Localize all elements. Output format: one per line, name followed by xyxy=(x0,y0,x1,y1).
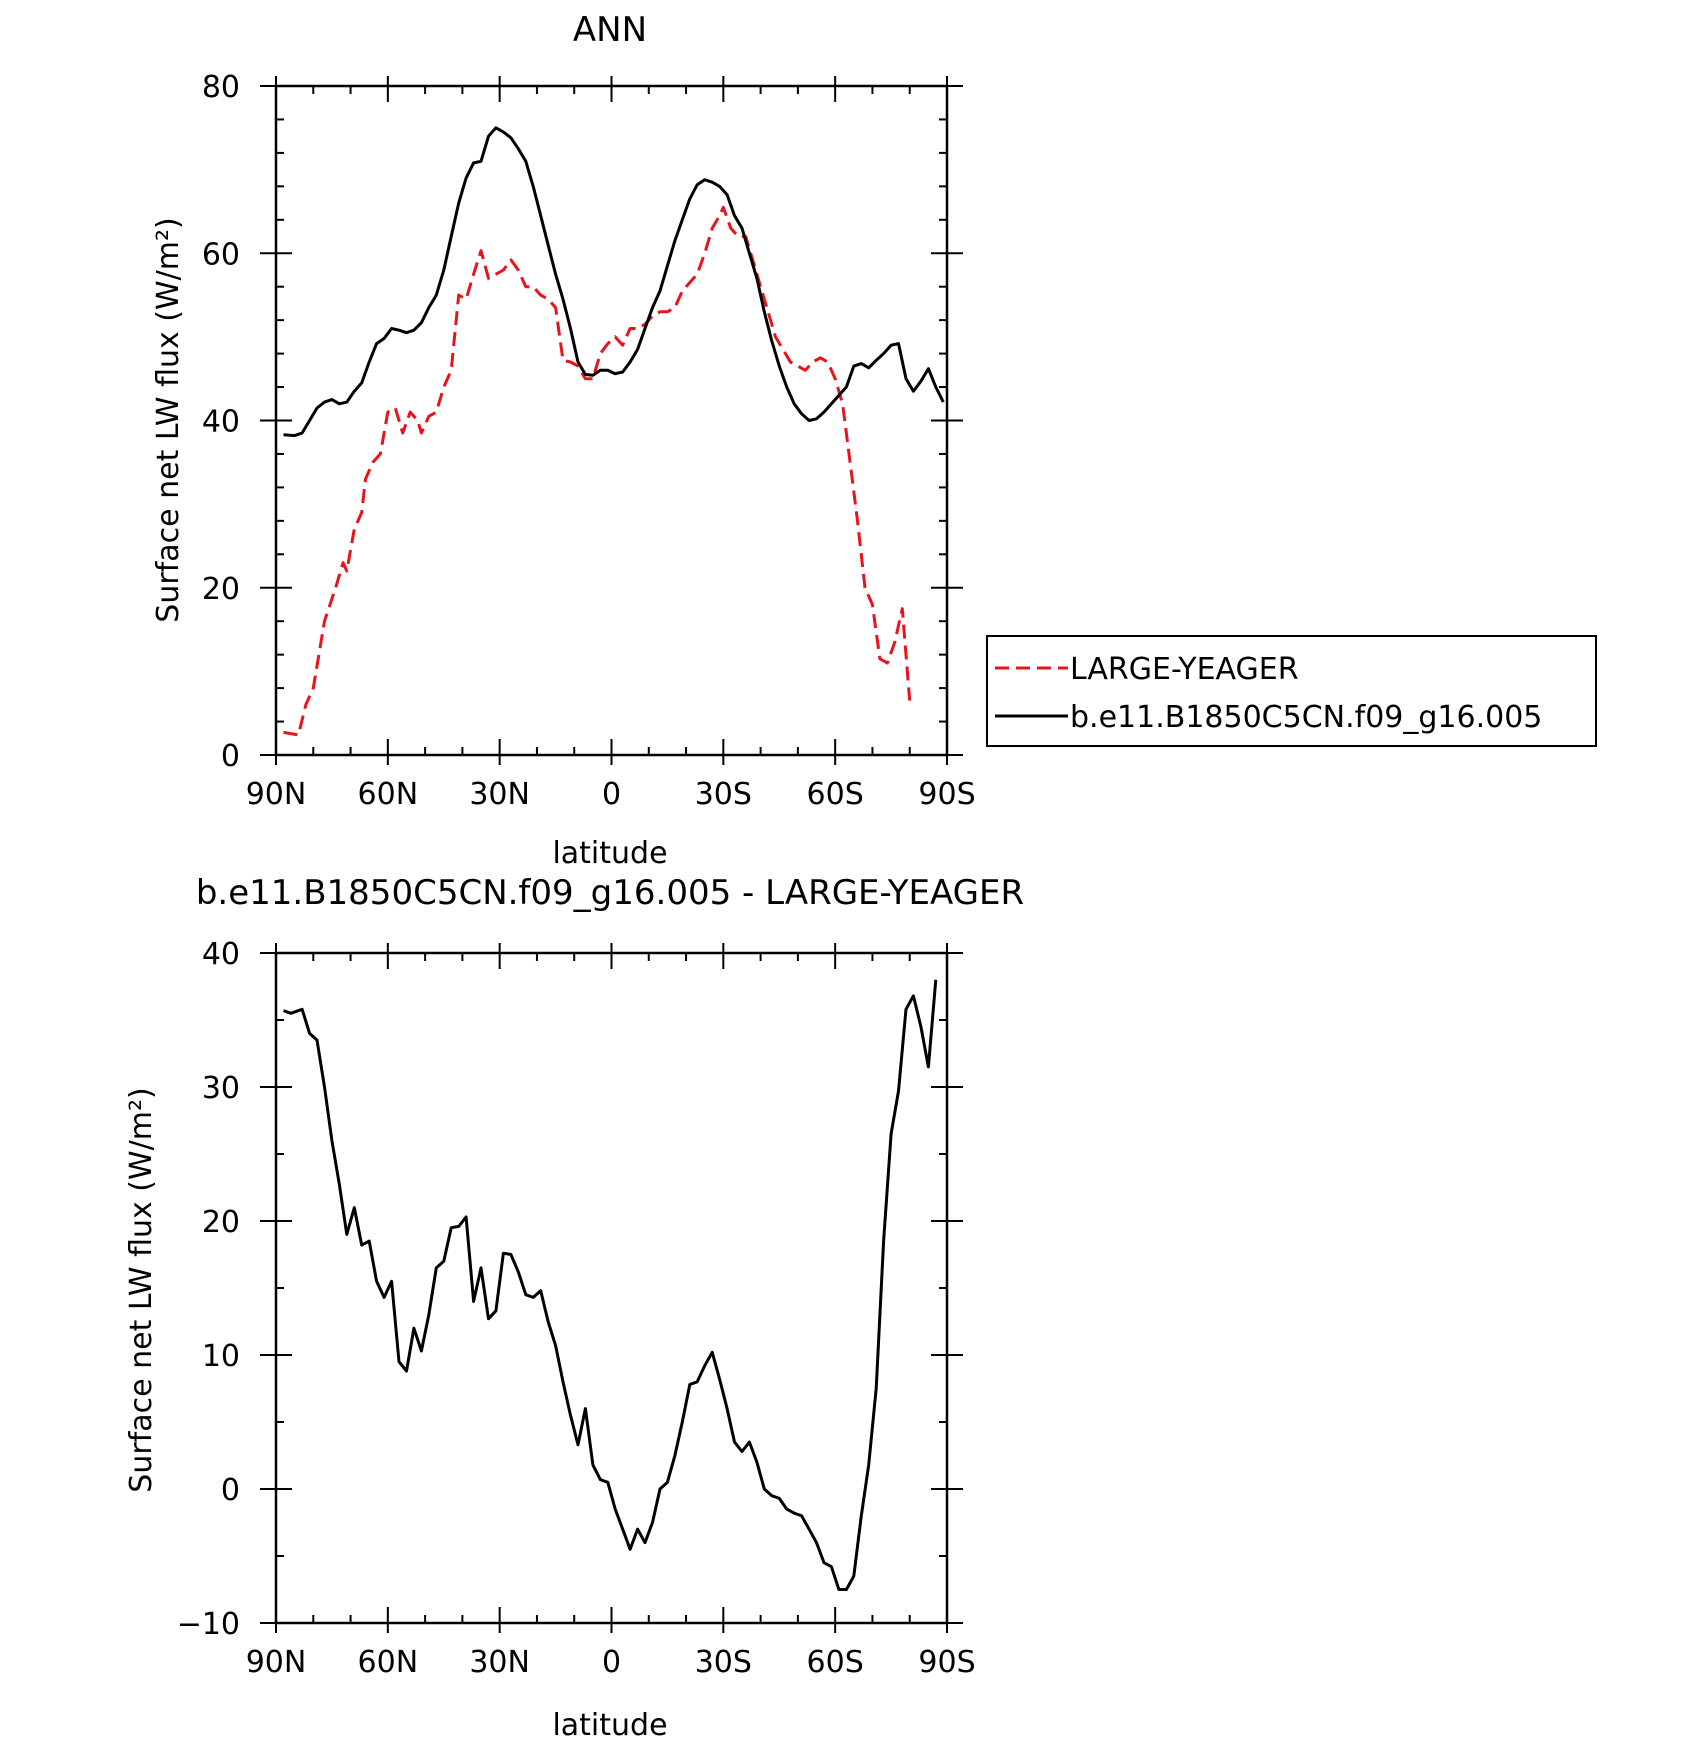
top-series-line-2 xyxy=(283,126,945,438)
top-chart-plot-frame xyxy=(274,84,949,757)
x-tick-label: 0 xyxy=(602,1645,621,1680)
x-tick-label: 60S xyxy=(807,777,864,812)
top-chart-tick-labels: 90N 60N 30N 0 30S 60S 90S 0 20 40 60 80 xyxy=(202,70,976,812)
y-tick-label: 80 xyxy=(202,70,240,105)
y-tick-label: 60 xyxy=(202,237,240,272)
bottom-chart-plot-frame xyxy=(274,951,949,1625)
top-chart-series xyxy=(283,126,945,737)
y-tick-label: 0 xyxy=(221,1473,240,1508)
top-series-line-1 xyxy=(283,205,912,737)
top-chart-xlabel: latitude xyxy=(552,836,667,871)
top-chart-ylabel: Surface net LW flux (W/m²) xyxy=(151,217,186,622)
y-tick-label: 10 xyxy=(202,1339,240,1374)
x-tick-label: 60N xyxy=(358,1645,419,1680)
bottom-chart-tick-labels: 90N 60N 30N 0 30S 60S 90S −10 0 10 20 30 40 xyxy=(177,937,976,1680)
bottom-chart-axis-ticks xyxy=(260,943,963,1633)
bottom-series-line-1 xyxy=(282,979,938,1591)
y-tick-label: 40 xyxy=(202,937,240,972)
bottom-chart-ylabel: Surface net LW flux (W/m²) xyxy=(124,1087,159,1492)
x-tick-label: 60S xyxy=(807,1645,864,1680)
bottom-chart-xlabel: latitude xyxy=(552,1708,667,1741)
x-tick-label: 30S xyxy=(695,1645,752,1680)
x-tick-label: 90S xyxy=(918,1645,975,1680)
bottom-chart-panel: b.e11.B1850C5CN.f09_g16.005 - LARGE-YEAG… xyxy=(124,873,1024,1741)
x-tick-label: 0 xyxy=(602,777,621,812)
legend-box xyxy=(986,635,1597,747)
legend-label-b-e11: b.e11.B1850C5CN.f09_g16.005 xyxy=(1070,700,1542,735)
x-tick-label: 90S xyxy=(918,777,975,812)
x-tick-label: 90N xyxy=(246,1645,307,1680)
bottom-chart-series xyxy=(282,979,938,1591)
y-tick-label: 20 xyxy=(202,572,240,607)
x-tick-label: 60N xyxy=(358,777,419,812)
y-tick-label: 0 xyxy=(221,739,240,774)
legend-label-large-yeager: LARGE-YEAGER xyxy=(1070,652,1299,687)
x-tick-label: 30S xyxy=(695,777,752,812)
x-tick-label: 30N xyxy=(469,777,530,812)
top-chart-title: ANN xyxy=(573,10,647,50)
y-tick-label: −10 xyxy=(177,1607,240,1642)
y-tick-label: 30 xyxy=(202,1071,240,1106)
x-tick-label: 30N xyxy=(469,1645,530,1680)
y-tick-label: 20 xyxy=(202,1205,240,1240)
bottom-chart-title: b.e11.B1850C5CN.f09_g16.005 - LARGE-YEAG… xyxy=(196,873,1024,913)
top-chart-legend: LARGE-YEAGER b.e11.B1850C5CN.f09_g16.005 xyxy=(986,635,1597,747)
top-chart-panel: ANN Surface net LW flux (W/m²) latitude … xyxy=(151,10,1597,871)
top-chart-axis-ticks xyxy=(260,76,963,765)
y-tick-label: 40 xyxy=(202,405,240,440)
x-tick-label: 90N xyxy=(246,777,307,812)
